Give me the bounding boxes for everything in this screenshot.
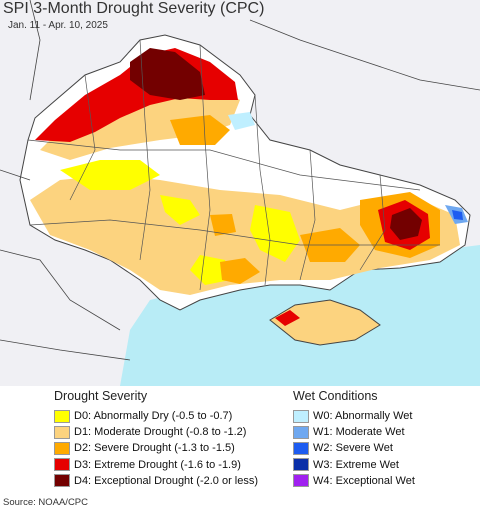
legend-label-w1: W1: Moderate Wet <box>313 426 405 439</box>
legend-label-d4: D4: Exceptional Drought (-2.0 or less) <box>74 474 259 487</box>
wet-legend: Wet Conditions W0: Abnormally Wet W1: Mo… <box>293 388 415 489</box>
swatch-w3 <box>293 458 309 472</box>
wet-legend-heading: Wet Conditions <box>293 389 378 403</box>
legend-item-d3: D3: Extreme Drought (-1.6 to -1.9) <box>54 457 258 473</box>
crimea-d3 <box>275 310 300 326</box>
source-credit: Source: NOAA/CPC <box>3 497 88 508</box>
legend-label-d3: D3: Extreme Drought (-1.6 to -1.9) <box>74 458 241 471</box>
legend-item-w1: W1: Moderate Wet <box>293 424 415 440</box>
legend-label-d0: D0: Abnormally Dry (-0.5 to -0.7) <box>74 410 233 423</box>
d2-region-5 <box>220 258 260 284</box>
legend-label-w0: W0: Abnormally Wet <box>313 410 413 423</box>
d2-region-3 <box>170 115 230 145</box>
crimea-land <box>269 299 381 346</box>
swatch-d0 <box>54 409 70 423</box>
legend-item-d4: D4: Exceptional Drought (-2.0 or less) <box>54 473 258 489</box>
legend-item-w2: W2: Severe Wet <box>293 440 415 456</box>
admin-borders <box>27 39 440 291</box>
map-date-range: Jan. 11 - Apr. 10, 2025 <box>8 20 108 31</box>
swatch-w2 <box>293 441 309 455</box>
drought-map <box>0 0 480 386</box>
drought-legend-heading: Drought Severity <box>54 389 148 403</box>
legend-label-w2: W2: Severe Wet <box>313 442 393 455</box>
legend-item-d1: D1: Moderate Drought (-0.8 to -1.2) <box>54 424 258 440</box>
legend-label-w4: W4: Exceptional Wet <box>313 474 415 487</box>
swatch-w1 <box>293 425 309 439</box>
d2-region-4 <box>210 214 236 236</box>
legend-item-w4: W4: Exceptional Wet <box>293 473 415 489</box>
neighbour-borders <box>0 0 480 361</box>
legend-label-d1: D1: Moderate Drought (-0.8 to -1.2) <box>74 426 247 439</box>
d4-region-north <box>130 48 205 100</box>
legend-item-w3: W3: Extreme Wet <box>293 457 415 473</box>
legend-item-w0: W0: Abnormally Wet <box>293 408 415 424</box>
legend-item-d0: D0: Abnormally Dry (-0.5 to -0.7) <box>54 408 258 424</box>
legend-item-d2: D2: Severe Drought (-1.3 to -1.5) <box>54 440 258 456</box>
swatch-d4 <box>54 474 70 488</box>
legend-label-d2: D2: Severe Drought (-1.3 to -1.5) <box>74 442 235 455</box>
d0-region-2 <box>160 195 200 225</box>
d4-region-east <box>390 208 422 240</box>
d1-region-south <box>30 175 460 295</box>
legend-label-w3: W3: Extreme Wet <box>313 458 399 471</box>
d0-region-1 <box>60 160 160 190</box>
swatch-w0 <box>293 409 309 423</box>
swatch-w4 <box>293 474 309 488</box>
w0-region-north <box>228 112 255 130</box>
swatch-d1 <box>54 425 70 439</box>
map-title: SPI 3-Month Drought Severity (CPC) <box>3 0 265 17</box>
d0-region-4 <box>190 255 230 285</box>
d0-region-3 <box>250 205 300 262</box>
swatch-d2 <box>54 441 70 455</box>
swatch-d3 <box>54 458 70 472</box>
w2-region-east <box>452 210 463 220</box>
drought-legend: Drought Severity D0: Abnormally Dry (-0.… <box>54 388 258 489</box>
